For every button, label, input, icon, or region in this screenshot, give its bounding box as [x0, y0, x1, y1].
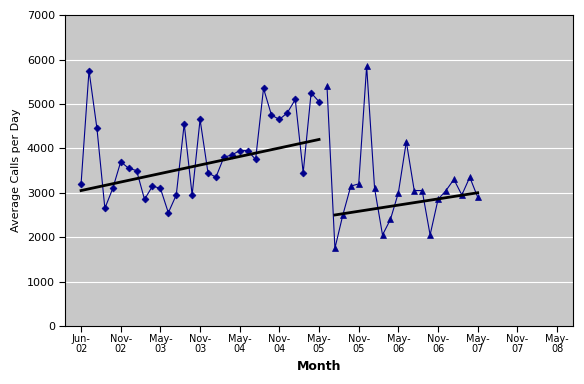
Y-axis label: Average Calls per Day: Average Calls per Day: [11, 109, 21, 232]
X-axis label: Month: Month: [297, 360, 341, 373]
